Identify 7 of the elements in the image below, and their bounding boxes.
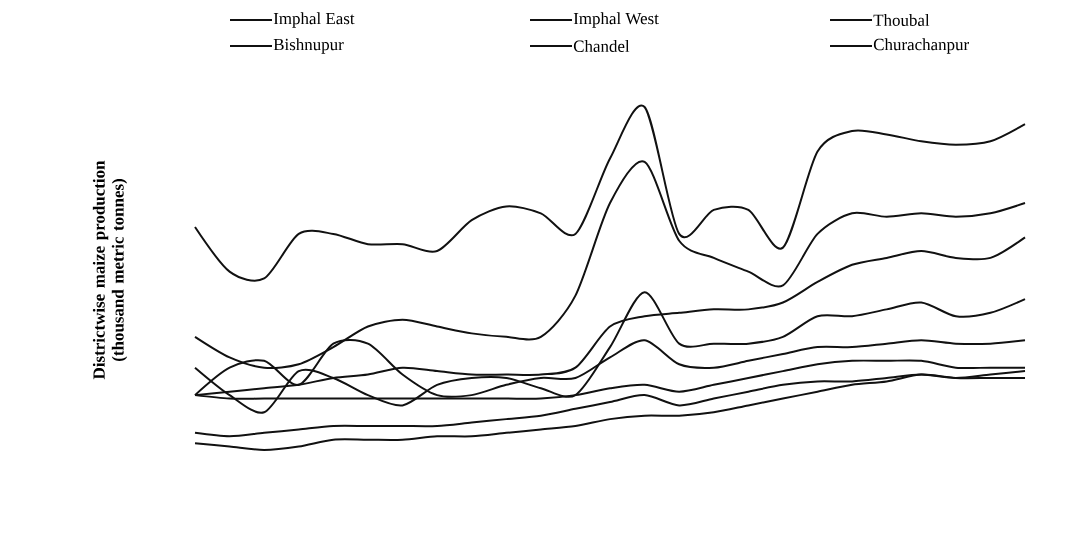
- legend-label: Imphal East: [273, 12, 355, 28]
- legend-label: Chandel: [573, 40, 630, 52]
- legend-label: Churachanpur: [873, 38, 969, 54]
- y-axis-title: Districtwise maize production (thousand metric tonnes): [92, 160, 128, 380]
- legend-label: Thoubal: [873, 14, 930, 26]
- legend-label: Bishnupur: [273, 38, 344, 54]
- legend-label: Imphal West: [573, 12, 659, 28]
